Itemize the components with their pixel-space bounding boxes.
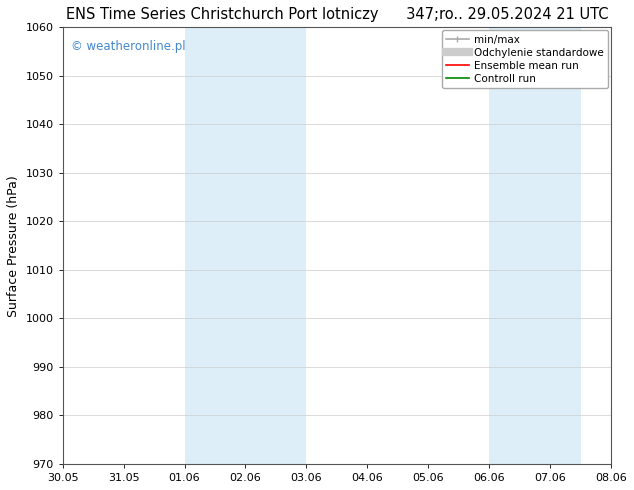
Bar: [489, 27, 581, 464]
Text: © weatheronline.pl: © weatheronline.pl: [71, 40, 186, 53]
Y-axis label: Surface Pressure (hPa): Surface Pressure (hPa): [7, 175, 20, 317]
Title: ENS Time Series Christchurch Port lotniczy      347;ro.. 29.05.2024 21 UTC: ENS Time Series Christchurch Port lotnic…: [66, 7, 608, 22]
Bar: [184, 27, 306, 464]
Legend: min/max, Odchylenie standardowe, Ensemble mean run, Controll run: min/max, Odchylenie standardowe, Ensembl…: [442, 30, 608, 88]
